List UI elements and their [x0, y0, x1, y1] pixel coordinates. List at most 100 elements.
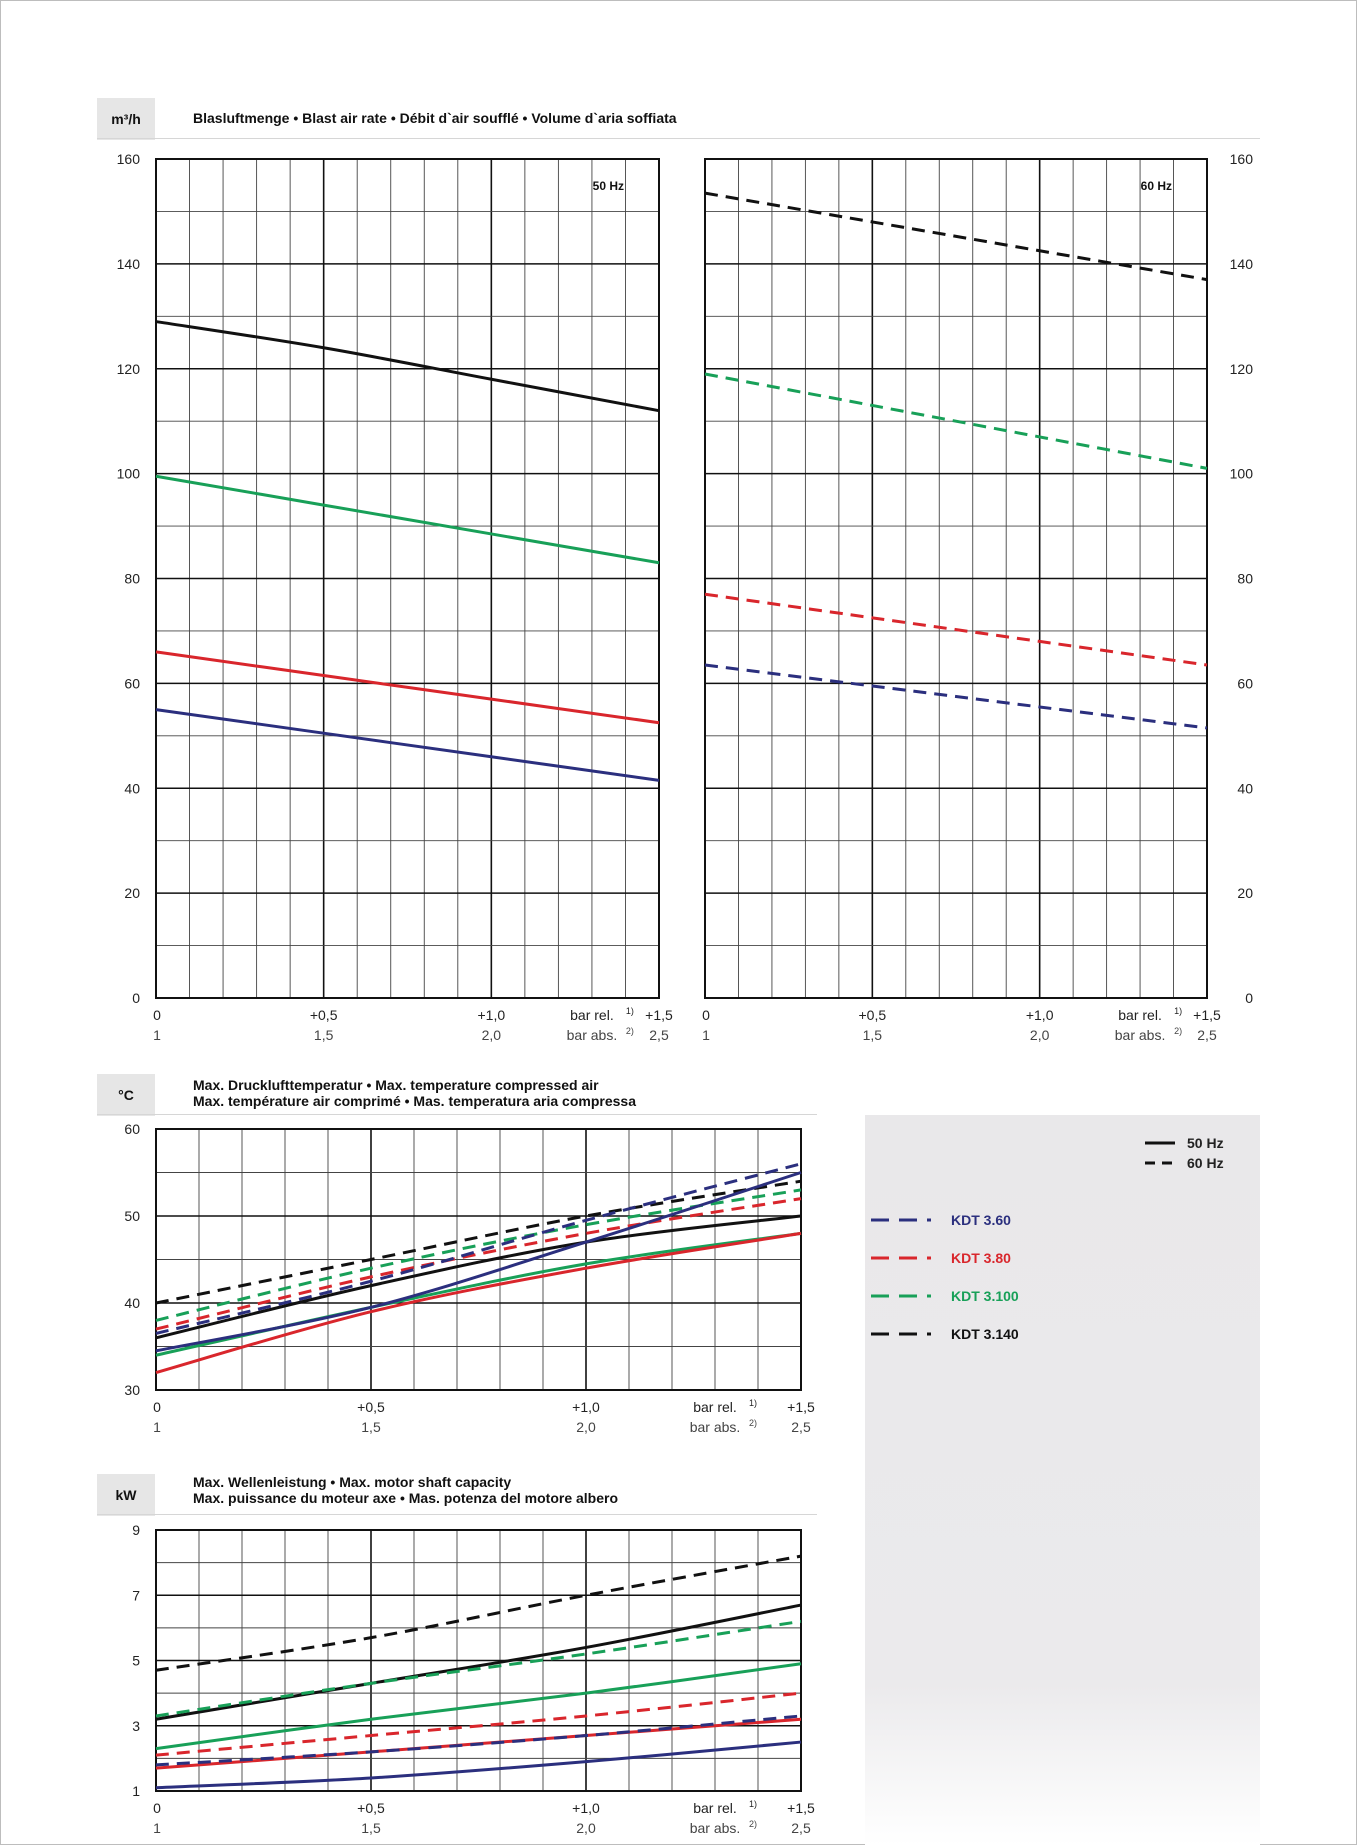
- temperature-xtick-rel: +1,5: [787, 1399, 815, 1415]
- air-60hz-ytick-label: 160: [1230, 151, 1254, 167]
- power-xtick-abs: 2,5: [791, 1820, 811, 1836]
- temperature-series-kdt-3-80-50-hz: [155, 1231, 802, 1375]
- power-xtick-rel: +1,5: [787, 1800, 815, 1816]
- power-ytick-label: 1: [132, 1783, 140, 1799]
- temperature-title: Max. Drucklufttemperatur • Max. temperat…: [193, 1077, 636, 1109]
- air-60hz-xtick-rel: +1,5: [1193, 1007, 1221, 1023]
- legend-panel: 50 Hz 60 Hz KDT 3.60 KDT 3.80 KDT 3.100 …: [865, 1115, 1260, 1845]
- air-60hz-frame: [704, 158, 1208, 999]
- legend-50hz: 50 Hz: [1145, 1135, 1224, 1151]
- dashed-line-swatch: [1145, 1161, 1175, 1165]
- power-title: Max. Wellenleistung • Max. motor shaft c…: [193, 1474, 618, 1506]
- air-50hz-xtick-rel: +0,5: [310, 1007, 338, 1023]
- legend-label-kdt3100: KDT 3.100: [951, 1288, 1019, 1304]
- air-50hz-bar-abs-sup: 2): [626, 1026, 634, 1036]
- air-50hz-xtick-rel: +1,0: [478, 1007, 506, 1023]
- temperature-xtick-abs: 2,5: [791, 1419, 811, 1435]
- legend-item-kdt380: KDT 3.80: [871, 1250, 1011, 1266]
- air-60hz-hz-label: 60 Hz: [1141, 179, 1172, 193]
- power-bar-abs-label: bar abs.: [690, 1820, 741, 1836]
- unit-box-power: kW: [97, 1474, 155, 1516]
- power-bar-rel-sup: 1): [749, 1799, 757, 1809]
- power-xtick-rel: 0: [153, 1800, 161, 1816]
- temperature-title-rule: [97, 1114, 817, 1115]
- temperature-bar-abs-label: bar abs.: [690, 1419, 741, 1435]
- air-50hz-series-kdt-3-100: [155, 474, 660, 565]
- solid-line-swatch: [1145, 1141, 1175, 1145]
- unit-box-temperature: °C: [97, 1074, 155, 1116]
- legend-swatch-kdt380: [871, 1256, 931, 1260]
- air-60hz-ytick-label: 80: [1237, 571, 1253, 587]
- temperature-xtick-rel: +0,5: [357, 1399, 385, 1415]
- air-50hz-xtick-rel: 0: [153, 1007, 161, 1023]
- temperature-series-kdt-3-140-60-hz: [155, 1179, 802, 1305]
- power-series-kdt-3-60-50-hz: [155, 1740, 802, 1790]
- legend-60hz-label: 60 Hz: [1187, 1155, 1224, 1171]
- air-50hz-xtick-abs: 1: [153, 1027, 161, 1043]
- air-60hz-bar-abs-sup: 2): [1174, 1026, 1182, 1036]
- legend-label-kdt3140: KDT 3.140: [951, 1326, 1019, 1342]
- temperature-title-line1: Max. Drucklufttemperatur • Max. temperat…: [193, 1077, 599, 1093]
- air-50hz-xtick-abs: 2,5: [649, 1027, 669, 1043]
- air-50hz-bar-abs-label: bar abs.: [567, 1027, 618, 1043]
- air-60hz-ytick-label: 20: [1237, 885, 1253, 901]
- air-50hz-bar-rel-sup: 1): [626, 1006, 634, 1016]
- air-50hz-ytick-label: 20: [124, 885, 140, 901]
- air-50hz-series-kdt-3-140: [155, 320, 660, 413]
- air-50hz-ytick-label: 0: [132, 990, 140, 1006]
- temperature-series-kdt-3-80-60-hz: [155, 1197, 802, 1331]
- legend-swatch-kdt3140: [871, 1332, 931, 1336]
- legend-50hz-label: 50 Hz: [1187, 1135, 1224, 1151]
- air-60hz-ytick-label: 120: [1230, 361, 1254, 377]
- temperature-series-kdt-3-60-60-hz: [155, 1162, 802, 1335]
- unit-box-airflow: m³/h: [97, 98, 155, 140]
- power-title-line2: Max. puissance du moteur axe • Mas. pote…: [193, 1490, 619, 1506]
- air-60hz-xtick-abs: 2,5: [1197, 1027, 1217, 1043]
- air-50hz-ytick-label: 140: [117, 256, 141, 272]
- air-60hz-ytick-label: 100: [1230, 466, 1254, 482]
- temperature-ytick-label: 60: [124, 1121, 140, 1137]
- power-series-kdt-3-140-60-hz: [155, 1554, 802, 1672]
- temperature-frame: [155, 1128, 802, 1391]
- air-60hz-xtick-abs: 1: [702, 1027, 710, 1043]
- temperature-series-kdt-3-100-50-hz: [155, 1231, 802, 1357]
- temperature-ytick-label: 30: [124, 1382, 140, 1398]
- air-60hz-ytick-label: 60: [1237, 675, 1253, 691]
- legend-swatch-kdt360: [871, 1218, 931, 1222]
- temperature-xtick-abs: 1: [153, 1419, 161, 1435]
- power-title-rule: [97, 1514, 817, 1515]
- power-xtick-abs: 1: [153, 1820, 161, 1836]
- air-60hz-ytick-label: 40: [1237, 780, 1253, 796]
- air-60hz-xtick-abs: 2,0: [1030, 1027, 1050, 1043]
- airflow-title: Blasluftmenge • Blast air rate • Débit d…: [193, 110, 677, 126]
- air-60hz-series-kdt-3-60: [704, 663, 1208, 730]
- legend-swatch-kdt3100: [871, 1294, 931, 1298]
- temperature-bar-abs-sup: 2): [749, 1418, 757, 1428]
- temperature-xtick-abs: 1,5: [361, 1419, 381, 1435]
- temperature-ytick-label: 50: [124, 1208, 140, 1224]
- temperature-xtick-rel: +1,0: [572, 1399, 600, 1415]
- air-60hz-series-kdt-3-80: [704, 592, 1208, 667]
- air-60hz-xtick-rel: +1,0: [1026, 1007, 1054, 1023]
- air-60hz-series-kdt-3-140: [704, 191, 1208, 282]
- temperature-ytick-label: 40: [124, 1295, 140, 1311]
- power-ytick-label: 3: [132, 1718, 140, 1734]
- power-xtick-rel: +0,5: [357, 1800, 385, 1816]
- air-50hz-ytick-label: 40: [124, 780, 140, 796]
- temperature-xtick-abs: 2,0: [576, 1419, 596, 1435]
- power-series-kdt-3-140-50-hz: [155, 1603, 802, 1721]
- temperature-series-kdt-3-60-50-hz: [155, 1171, 802, 1353]
- power-title-line1: Max. Wellenleistung • Max. motor shaft c…: [193, 1474, 512, 1490]
- power-series-kdt-3-80-60-hz: [155, 1691, 802, 1757]
- air-60hz-bar-abs-label: bar abs.: [1115, 1027, 1166, 1043]
- power-frame: [155, 1529, 802, 1792]
- air-50hz-bar-rel-label: bar rel.: [570, 1007, 614, 1023]
- air-50hz-series-kdt-3-60: [155, 708, 660, 782]
- air-50hz-ytick-label: 120: [117, 361, 141, 377]
- air-50hz-ytick-label: 80: [124, 571, 140, 587]
- power-xtick-abs: 2,0: [576, 1820, 596, 1836]
- temperature-series-kdt-3-100-60-hz: [155, 1188, 802, 1322]
- legend-item-kdt360: KDT 3.60: [871, 1212, 1011, 1228]
- power-ytick-label: 5: [132, 1653, 140, 1669]
